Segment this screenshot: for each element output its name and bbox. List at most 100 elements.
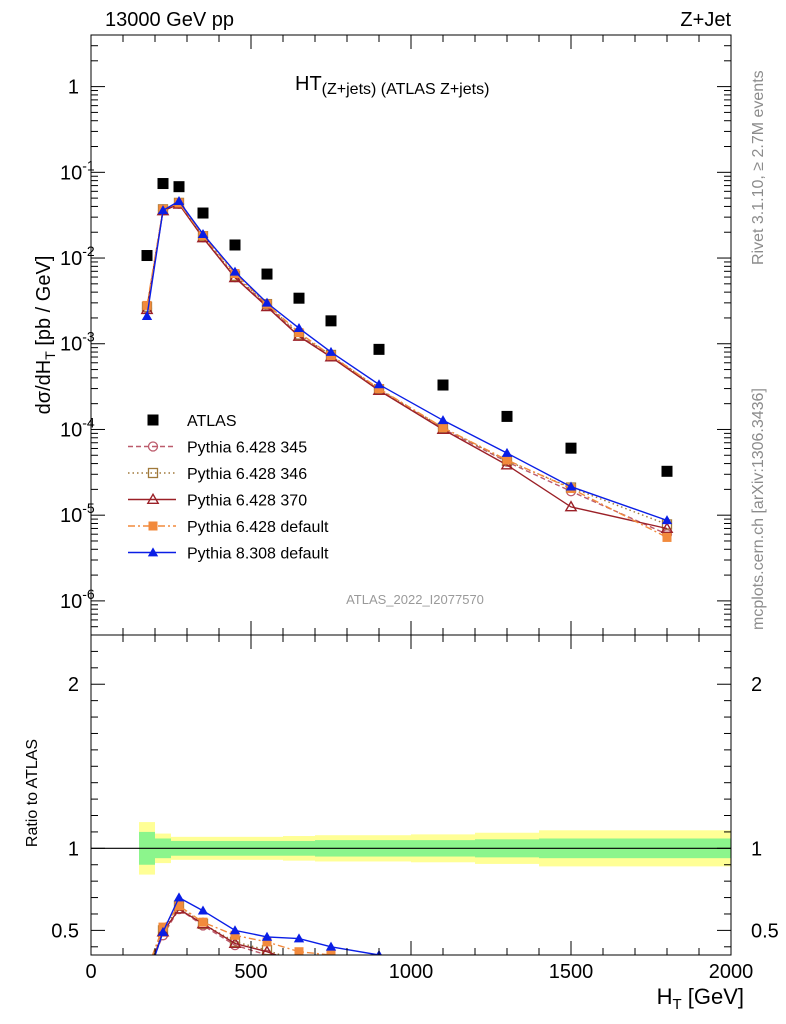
- y-axis-title-ratio: Ratio to ATLAS: [24, 739, 41, 847]
- ratio-point: [503, 983, 512, 992]
- ratio-series-1: [152, 900, 576, 996]
- y-tick-base: 10: [60, 334, 82, 356]
- y-axis-title-main-post: [pb / GeV]: [33, 256, 55, 352]
- series-0: [141, 178, 673, 477]
- ratio-point: [327, 965, 336, 974]
- legend-entry: Pythia 8.308 default: [128, 546, 329, 563]
- ratio-point: [503, 983, 512, 992]
- legend-label: Pythia 6.428 345: [187, 440, 307, 457]
- side-label-mcplots: mcplots.cern.ch [arXiv:1306.3436]: [750, 388, 767, 630]
- ratio-frame: [90, 634, 732, 956]
- x-tick-label: 1000: [389, 961, 434, 983]
- data-point: [661, 465, 673, 477]
- ratio-point: [439, 967, 448, 976]
- x-tick-label: 2000: [709, 961, 754, 983]
- legend-label: Pythia 6.428 default: [187, 519, 329, 536]
- ratio-point: [142, 970, 152, 979]
- data-point: [293, 292, 305, 304]
- x-axis-title-main: H: [657, 984, 673, 1009]
- legend-marker: [147, 547, 159, 557]
- data-point: [157, 178, 169, 190]
- ratio-point: [375, 975, 384, 984]
- y-tick-exponent: -3: [82, 329, 95, 345]
- ratio-series-2: [142, 902, 512, 993]
- ratio-point: [375, 959, 384, 968]
- ratio-point: [261, 945, 273, 955]
- data-point: [374, 384, 384, 394]
- data-point: [157, 205, 169, 215]
- ratio-point: [143, 965, 152, 974]
- legend-label: Pythia 6.428 346: [187, 466, 307, 483]
- data-point: [229, 239, 241, 251]
- ratio-point: [438, 958, 448, 967]
- series-1: [141, 198, 673, 540]
- x-tick-label: 500: [234, 961, 267, 983]
- legend-marker: [147, 441, 159, 452]
- ratio-point: [295, 957, 304, 966]
- ratio-point: [261, 931, 273, 941]
- legend: ATLAS Pythia 6.428 345 Pythia 6.428 346 Pyt…: [128, 413, 329, 563]
- data-point: [325, 315, 337, 327]
- ratio-point: [325, 941, 337, 951]
- y-tick-exponent: -6: [82, 586, 95, 602]
- data-point: [141, 250, 153, 262]
- y-tick-base: 10: [60, 419, 82, 441]
- data-point: [373, 343, 385, 355]
- ratio-point: [503, 975, 512, 984]
- y-tick-exponent: -1: [82, 157, 95, 173]
- data-point: [438, 423, 448, 433]
- ratio-point: [197, 905, 209, 915]
- ratio-y-tick-label-left: 0.5: [51, 920, 79, 942]
- legend-label: Pythia 8.308 default: [187, 546, 329, 563]
- legend-label: Pythia 6.428 370: [187, 493, 307, 510]
- legend-marker: [148, 521, 158, 531]
- y-axis-title-main: dσ/dHT [pb / GeV]: [33, 256, 58, 415]
- data-point: [294, 328, 304, 338]
- x-axis-title-sub: T: [672, 996, 681, 1013]
- plot-title-main: HT: [295, 73, 322, 95]
- x-tick-label: 0: [85, 961, 96, 983]
- ratio-y-tick-label-right: 0.5: [751, 920, 779, 942]
- y-tick-exponent: -5: [82, 500, 95, 516]
- legend-marker: [146, 492, 160, 505]
- ratio-point: [374, 974, 384, 983]
- header-energy-label: 13000 GeV pp: [105, 9, 234, 31]
- ratio-point: [567, 987, 576, 996]
- series-4: [142, 198, 672, 542]
- ratio-point: [438, 978, 448, 987]
- y-tick-base: 10: [60, 248, 82, 270]
- ratio-point: [157, 926, 169, 936]
- x-axis-title: HT [GeV]: [657, 984, 744, 1013]
- ratio-point: [173, 892, 185, 902]
- data-point: [229, 266, 241, 276]
- data-point: [437, 379, 449, 391]
- legend-marker: [147, 467, 159, 479]
- y-tick-label: 10-3: [60, 329, 95, 356]
- ratio-point: [567, 982, 576, 991]
- ratio-y-tick-label-left: 2: [68, 674, 79, 696]
- y-tick-label: 10-6: [60, 586, 95, 613]
- ratio-point: [439, 978, 448, 987]
- series-5: [141, 196, 673, 525]
- ratio-point: [326, 965, 336, 974]
- legend-entry: Pythia 6.428 default: [128, 519, 329, 536]
- legend-entry: Pythia 6.428 370: [128, 493, 307, 510]
- ratio-point: [502, 966, 512, 975]
- y-tick-exponent: -2: [82, 243, 95, 259]
- legend-entry: ATLAS: [147, 413, 237, 430]
- data-point: [173, 181, 185, 193]
- ratio-point: [230, 930, 240, 940]
- ratio-point: [261, 949, 273, 955]
- ratio-point: [294, 958, 304, 967]
- legend-marker: [147, 414, 159, 426]
- data-point: [437, 415, 449, 425]
- data-point: [261, 297, 273, 307]
- x-axis-title-unit: [GeV]: [682, 984, 744, 1009]
- ratio-point: [262, 937, 272, 947]
- y-tick-base: 10: [60, 162, 82, 184]
- data-point: [660, 521, 674, 533]
- main-series-group: [140, 178, 674, 542]
- ratio-y-tick-label-left: 1: [68, 838, 79, 860]
- ratio-point: [502, 984, 512, 993]
- y-axis-title-main-sub: T: [42, 351, 58, 360]
